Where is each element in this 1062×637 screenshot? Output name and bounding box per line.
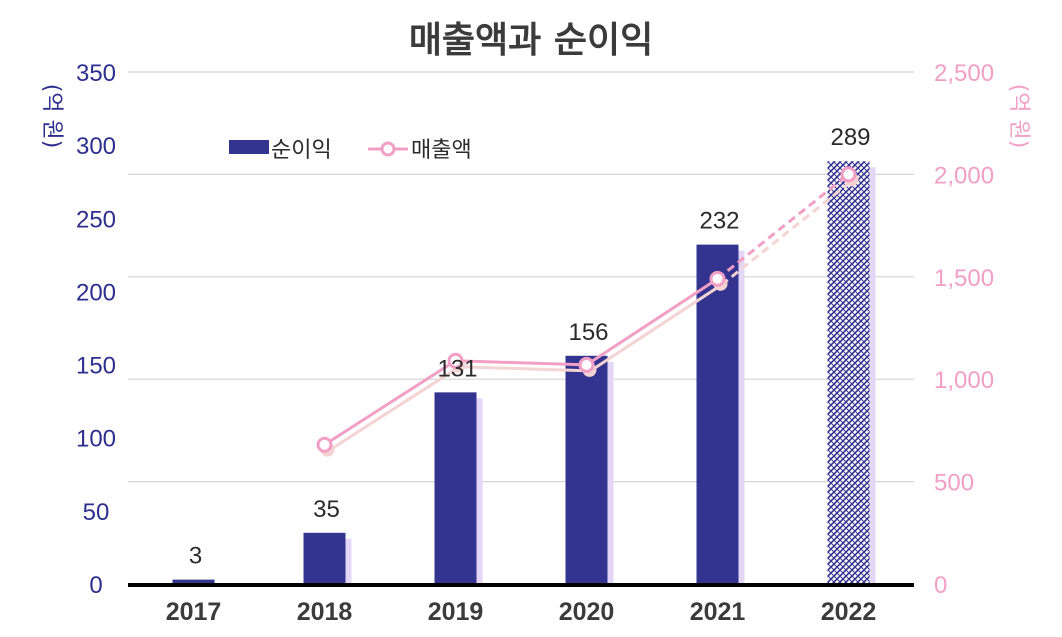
data-labels: 3 35 131 156 232 289	[189, 124, 871, 569]
left-tick-label: 200	[76, 279, 116, 306]
legend-label-net-income: 순이익	[271, 138, 332, 163]
line-marker-2021	[709, 270, 726, 287]
line-marker-2022	[840, 166, 857, 183]
x-tick-label: 2019	[428, 598, 484, 626]
bar-value-label: 35	[313, 496, 340, 523]
left-tick-label: 100	[76, 426, 116, 453]
bar-2018	[303, 532, 346, 584]
right-axis-label: (억 원)	[1006, 84, 1031, 149]
x-axis: 2017 2018 2019 2020 2021 2022	[128, 583, 914, 626]
right-tick-label: 0	[934, 572, 947, 599]
bar-value-label: 3	[189, 543, 202, 570]
line-series	[316, 166, 859, 457]
grid-lines	[128, 71, 914, 483]
line-shadow-segment	[720, 179, 854, 287]
legend: 순이익 매출액	[229, 138, 472, 163]
bar-value-label: 131	[437, 355, 477, 382]
x-tick-label: 2018	[297, 598, 353, 626]
line-segment	[455, 359, 587, 367]
bar-2017	[172, 579, 215, 584]
line-marker-2018	[316, 436, 333, 453]
x-tick-label: 2021	[690, 598, 746, 626]
right-tick-label: 1,000	[934, 367, 994, 394]
left-tick-label: 150	[76, 353, 116, 380]
bar-2021	[696, 244, 739, 585]
line-marker-2019	[447, 352, 464, 369]
legend-bar-swatch	[229, 140, 269, 154]
line-segment	[323, 359, 457, 446]
left-tick-label: 0	[89, 572, 102, 599]
chart-title: 매출액과 순이익	[409, 20, 653, 61]
line-segment	[585, 277, 719, 367]
line-shadow-segment	[589, 283, 723, 373]
bar-value-label: 232	[699, 208, 739, 235]
right-tick-label: 500	[934, 470, 974, 497]
x-tick-label: 2020	[559, 598, 615, 626]
bar-value-label: 289	[830, 124, 870, 151]
legend-line-marker	[380, 141, 396, 157]
x-tick-label: 2017	[166, 598, 222, 626]
bar-value-label: 156	[568, 319, 608, 346]
right-tick-label: 2,500	[934, 60, 994, 87]
right-tick-label: 2,000	[934, 162, 994, 189]
right-axis: 0 500 1,000 1,500 2,000 2,500	[934, 60, 994, 599]
left-tick-label: 50	[83, 499, 110, 526]
x-tick-label: 2022	[821, 598, 877, 626]
line-shadow-segment	[459, 365, 591, 373]
line-shadow-segment	[327, 365, 461, 452]
bar-series	[172, 161, 876, 585]
left-tick-label: 300	[76, 133, 116, 160]
bar-2019	[434, 392, 477, 584]
left-tick-label: 250	[76, 206, 116, 233]
line-marker-2020	[578, 356, 595, 373]
right-tick-label: 1,500	[934, 265, 994, 292]
left-tick-label: 350	[76, 60, 116, 87]
left-axis-label: (억 원)	[39, 84, 64, 149]
bar-2020	[565, 355, 608, 584]
left-axis: 0 50 100 150 200 250 300 350	[76, 60, 116, 599]
legend-label-revenue: 매출액	[411, 138, 472, 163]
bar-2022	[827, 161, 870, 584]
line-segment	[716, 173, 850, 281]
